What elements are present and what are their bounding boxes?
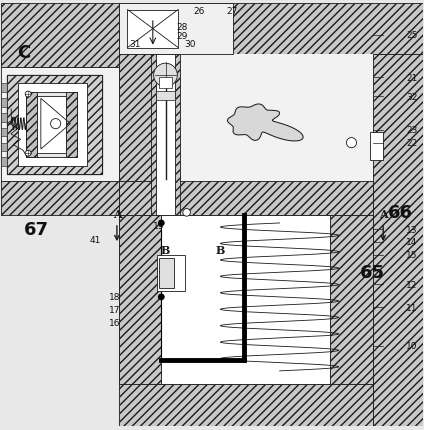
Bar — [128, 10, 178, 49]
Text: 18: 18 — [109, 293, 120, 302]
Bar — [7, 76, 102, 175]
Circle shape — [346, 138, 357, 148]
Bar — [119, 215, 161, 384]
Text: 23: 23 — [406, 126, 418, 135]
Bar — [119, 215, 373, 384]
Text: 12: 12 — [406, 280, 418, 289]
Text: 11: 11 — [406, 303, 418, 312]
Text: B: B — [161, 244, 170, 255]
Bar — [66, 93, 77, 158]
Text: 10: 10 — [406, 341, 418, 350]
Bar — [119, 4, 423, 55]
Bar — [1, 181, 119, 215]
Bar — [1, 114, 7, 122]
Text: 19: 19 — [153, 221, 165, 230]
Bar — [159, 78, 172, 89]
Bar — [159, 258, 174, 288]
Bar — [151, 55, 180, 215]
Bar — [1, 158, 7, 166]
Text: 66: 66 — [388, 204, 413, 222]
Text: 32: 32 — [406, 92, 418, 101]
Bar — [161, 215, 330, 384]
Polygon shape — [228, 105, 303, 141]
Bar — [119, 55, 161, 181]
Bar — [157, 255, 184, 291]
Circle shape — [183, 209, 190, 217]
Text: C: C — [18, 44, 31, 61]
Bar — [1, 129, 7, 137]
Circle shape — [50, 119, 61, 129]
Text: 22: 22 — [406, 139, 418, 148]
Text: 26: 26 — [193, 7, 204, 16]
Text: 17: 17 — [109, 305, 120, 314]
Text: 16: 16 — [109, 318, 120, 327]
Text: 14: 14 — [406, 238, 418, 247]
Bar — [156, 92, 175, 101]
Bar — [1, 84, 7, 93]
Bar — [1, 99, 7, 108]
Circle shape — [158, 294, 165, 301]
Bar — [26, 93, 77, 158]
Circle shape — [158, 220, 165, 227]
Text: 27: 27 — [227, 7, 238, 16]
Text: A: A — [379, 208, 388, 219]
Bar — [330, 215, 373, 384]
Text: 28: 28 — [176, 23, 187, 32]
Circle shape — [25, 92, 31, 98]
Bar — [26, 93, 36, 158]
Text: 29: 29 — [176, 32, 187, 41]
Text: A: A — [113, 208, 121, 219]
Circle shape — [25, 151, 31, 157]
Text: 30: 30 — [184, 40, 196, 49]
Bar — [1, 143, 7, 152]
Bar — [36, 97, 66, 154]
Bar — [119, 55, 373, 181]
Circle shape — [153, 64, 177, 88]
Text: 67: 67 — [24, 221, 49, 239]
Text: 13: 13 — [406, 225, 418, 234]
Bar — [18, 84, 87, 166]
Text: 31: 31 — [130, 40, 141, 49]
Bar — [1, 4, 119, 68]
Text: 15: 15 — [406, 251, 418, 260]
Text: B: B — [216, 244, 225, 255]
Bar — [119, 4, 233, 55]
Bar — [371, 133, 383, 160]
Bar — [373, 55, 423, 426]
Bar — [156, 55, 175, 215]
Text: 25: 25 — [406, 31, 418, 40]
Bar — [119, 384, 373, 426]
Bar — [7, 76, 102, 175]
Bar — [1, 68, 119, 181]
Text: 21: 21 — [406, 74, 418, 83]
Text: 65: 65 — [360, 263, 385, 281]
Text: 41: 41 — [89, 236, 101, 245]
Bar — [119, 181, 373, 215]
